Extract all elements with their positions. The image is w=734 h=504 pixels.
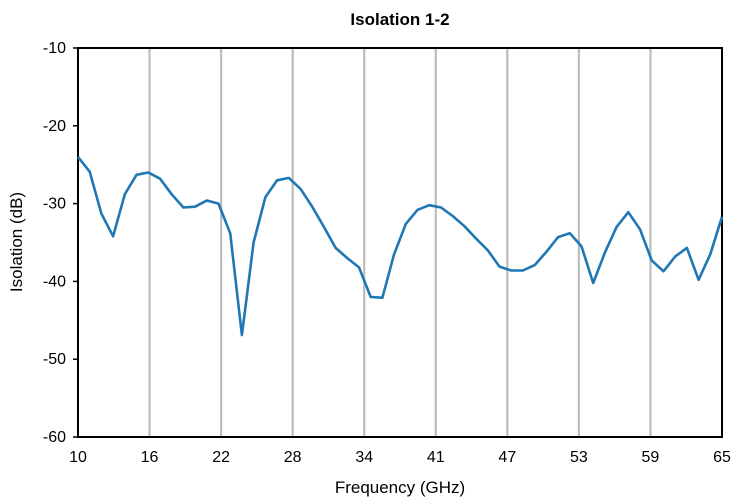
y-tick-label: -60 bbox=[43, 429, 66, 446]
y-tick-labels: -10 -20 -30 -40 -50 -60 bbox=[43, 40, 78, 446]
x-tick-label: 22 bbox=[212, 449, 230, 466]
y-tick-label: -30 bbox=[43, 196, 66, 213]
series-layer bbox=[76, 156, 724, 337]
y-tick-label: -20 bbox=[43, 118, 66, 135]
x-tick-label: 16 bbox=[141, 449, 159, 466]
x-tick-label: 53 bbox=[570, 449, 588, 466]
chart-title: Isolation 1-2 bbox=[350, 10, 449, 29]
x-tick-labels: 10 16 22 28 34 41 47 53 59 65 bbox=[69, 449, 731, 466]
grid-layer bbox=[148, 48, 652, 437]
plot-area-frame bbox=[77, 47, 723, 438]
y-tick-label: -50 bbox=[43, 351, 66, 368]
x-tick-label: 59 bbox=[642, 449, 660, 466]
x-tick-label: 47 bbox=[498, 449, 516, 466]
x-tick-label: 10 bbox=[69, 449, 87, 466]
x-tick-label: 41 bbox=[427, 449, 445, 466]
x-tick-label: 65 bbox=[713, 449, 731, 466]
y-axis-label: Isolation (dB) bbox=[7, 192, 26, 292]
x-tick-label: 34 bbox=[355, 449, 373, 466]
y-tick-label: -40 bbox=[43, 273, 66, 290]
y-tick-label: -10 bbox=[43, 40, 66, 57]
series-line bbox=[76, 156, 724, 337]
x-tick-label: 28 bbox=[284, 449, 302, 466]
x-axis-label: Frequency (GHz) bbox=[335, 478, 465, 497]
